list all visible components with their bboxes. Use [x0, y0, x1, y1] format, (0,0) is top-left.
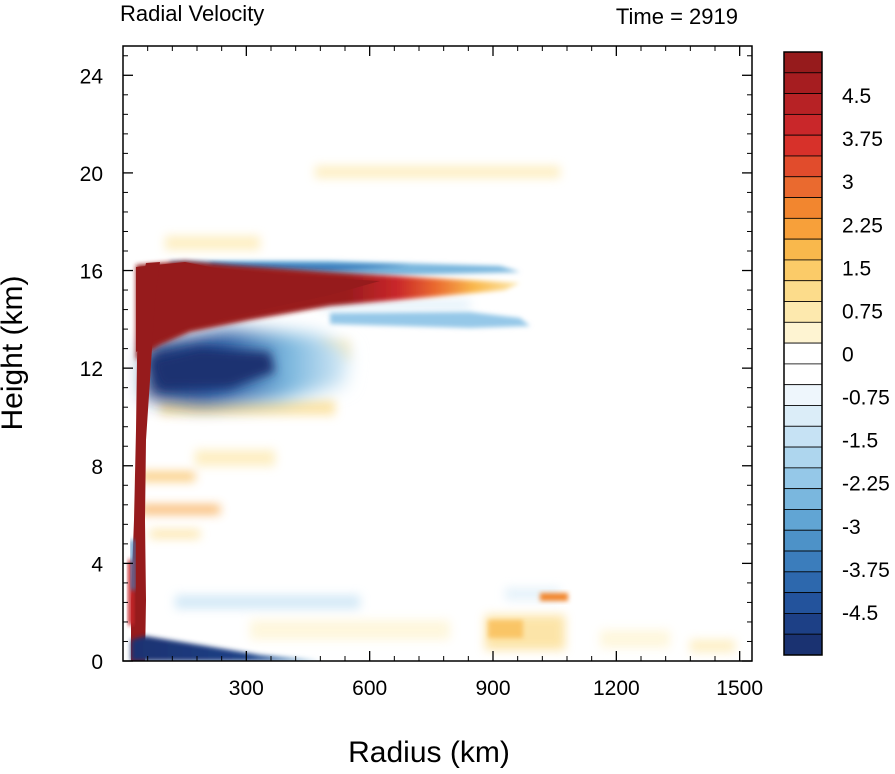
colorbar-label: -4.5	[842, 602, 878, 625]
colorbar-label: 3	[842, 171, 854, 194]
colorbar-box	[783, 405, 823, 427]
colorbar-label: 1.5	[842, 257, 871, 280]
y-tick-label: 12	[80, 358, 103, 381]
y-tick-label: 0	[91, 651, 103, 674]
colorbar-label: -2.25	[842, 473, 890, 496]
colorbar-label: 2.25	[842, 214, 883, 237]
colorbar-box	[783, 592, 823, 614]
colorbar-label: 0.75	[842, 300, 883, 323]
plot-frame	[122, 45, 753, 662]
colorbar-box	[783, 238, 823, 261]
colorbar-box	[783, 280, 823, 302]
colorbar-box	[783, 134, 823, 157]
y-tick-label: 8	[91, 456, 103, 479]
velocity-field	[128, 166, 735, 661]
x-tick-label: 1500	[716, 677, 763, 700]
colorbar-box	[783, 155, 823, 178]
colorbar-box	[783, 363, 823, 386]
colorbar-labels: 4.5 3.75 3 2.25 1.5 0.75 0 -0.75 -1.5 -2.25 -3 -3.7…	[842, 85, 890, 625]
colorbar-box	[783, 550, 823, 573]
y-tick-label: 16	[80, 261, 103, 284]
colorbar-box	[783, 321, 823, 344]
colorbar-box	[783, 217, 823, 240]
colorbar-box	[783, 467, 823, 490]
x-tick-label: 1200	[593, 677, 640, 700]
colorbar-label: 0	[842, 344, 854, 367]
colorbar-frame	[783, 51, 823, 656]
y-axis-title: Height (km)	[0, 275, 29, 430]
colorbar-box	[783, 176, 823, 198]
time-label: Time = 2919	[616, 4, 738, 29]
colorbar-box	[783, 384, 823, 406]
minor-ticks	[123, 46, 752, 661]
colorbar-box	[783, 342, 823, 365]
colorbar-label: -3	[842, 516, 861, 539]
x-axis-ticks: 300 600 900 1200 1500	[229, 46, 763, 700]
colorbar-box	[783, 197, 823, 219]
colorbar-box	[783, 509, 823, 531]
x-tick-label: 900	[475, 677, 510, 700]
x-tick-label: 300	[229, 677, 264, 700]
colorbar-label: -1.5	[842, 430, 878, 453]
colorbar-box	[783, 571, 823, 594]
colorbar	[783, 51, 823, 656]
colorbar-box	[783, 488, 823, 510]
colorbar-box	[783, 425, 823, 448]
colorbar-box	[783, 113, 823, 136]
x-axis-title: Radius (km)	[348, 736, 510, 769]
y-tick-label: 20	[80, 163, 103, 186]
plot-title: Radial Velocity	[120, 1, 264, 26]
y-axis-ticks: 0 4 8 12 16 20 24	[80, 65, 752, 674]
colorbar-box	[783, 529, 823, 552]
x-tick-label: 600	[352, 677, 387, 700]
colorbar-box	[783, 93, 823, 115]
colorbar-box	[783, 446, 823, 469]
colorbar-box	[783, 301, 823, 323]
colorbar-box	[783, 72, 823, 94]
colorbar-box	[783, 633, 823, 656]
colorbar-box	[783, 613, 823, 635]
colorbar-label: 4.5	[842, 85, 871, 108]
y-tick-label: 4	[91, 553, 103, 576]
y-tick-label: 24	[80, 65, 104, 88]
colorbar-box	[783, 51, 823, 74]
colorbar-label: 3.75	[842, 128, 883, 151]
colorbar-label: -3.75	[842, 559, 890, 582]
colorbar-label: -0.75	[842, 387, 890, 410]
colorbar-box	[783, 259, 823, 282]
